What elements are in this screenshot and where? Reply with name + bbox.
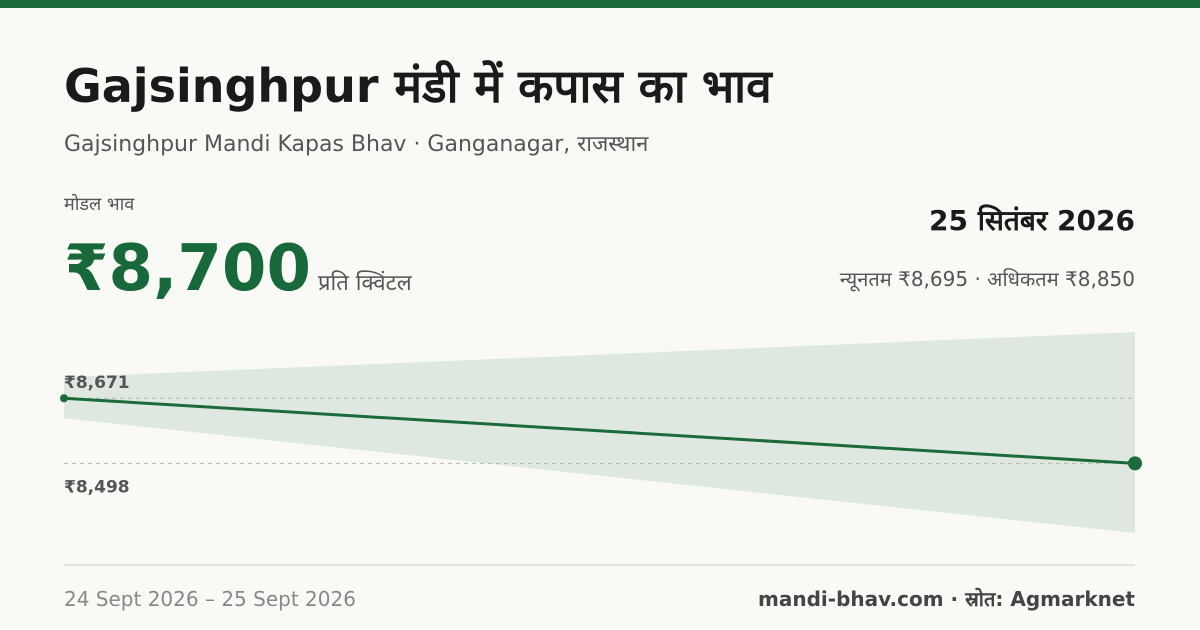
min-label: न्यूनतम	[840, 267, 893, 292]
min-price: ₹8,695	[898, 267, 968, 291]
subtitle: Gajsinghpur Mandi Kapas Bhav · Ganganaga…	[64, 132, 649, 157]
plot: ₹8,671 ₹8,498	[60, 332, 1142, 533]
y-tick-label: ₹8,671	[64, 373, 130, 393]
min-max: न्यूनतम ₹8,695 · अधिकतम ₹8,850	[840, 267, 1135, 292]
y-tick-label: ₹8,498	[64, 477, 130, 497]
max-price: ₹8,850	[1065, 267, 1135, 291]
price-line	[63, 396, 1136, 465]
price-point	[1128, 456, 1142, 471]
date-end: 25 Sept 2026	[221, 587, 356, 611]
max-label: अधिकतम	[987, 267, 1060, 291]
price-date: 25 सितंबर 2026	[929, 204, 1135, 237]
source: mandi-bhav.com · स्रोत: Agmarknet	[758, 587, 1135, 611]
price-point	[60, 394, 68, 403]
date-range: 24 Sept 2026 – 25 Sept 2026	[64, 587, 356, 611]
top-bar	[0, 0, 1200, 8]
date-start: 24 Sept 2026	[64, 587, 199, 611]
modal-price: ₹8,700	[64, 232, 311, 306]
range-band	[64, 332, 1135, 533]
price-unit: प्रति क्विंटल	[318, 270, 413, 296]
title: Gajsinghpur मंडी में कपास का भाव	[64, 59, 773, 113]
price-label: मोडल भाव	[64, 193, 135, 215]
